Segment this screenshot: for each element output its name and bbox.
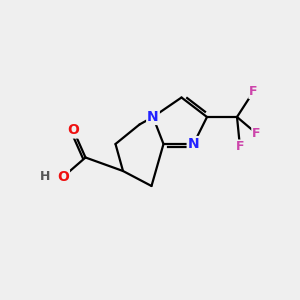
Text: F: F xyxy=(236,140,244,154)
Text: H: H xyxy=(40,170,50,184)
Text: N: N xyxy=(188,137,199,151)
Text: F: F xyxy=(252,127,261,140)
Text: N: N xyxy=(147,110,159,124)
Text: O: O xyxy=(68,124,80,137)
Text: O: O xyxy=(57,170,69,184)
Text: F: F xyxy=(249,85,258,98)
